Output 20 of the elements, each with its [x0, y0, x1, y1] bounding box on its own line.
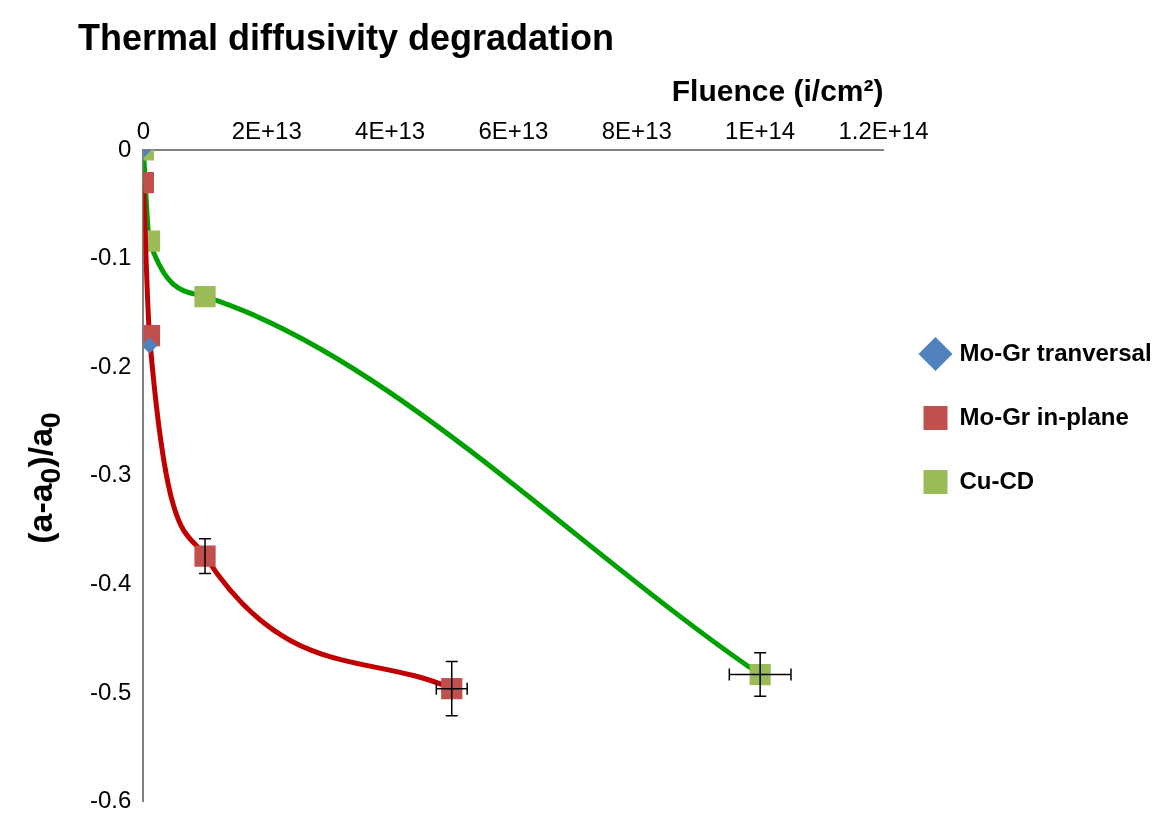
x-tick-label: 4E+13	[355, 117, 426, 145]
y-tick-label: -0.2	[90, 351, 132, 379]
chart-title: Thermal diffusivity degradation	[78, 16, 615, 58]
y-tick-label: -0.4	[90, 569, 132, 597]
y-tick-label: -0.6	[90, 786, 132, 814]
y-tick-label: -0.3	[90, 460, 132, 488]
x-tick-label: 1E+14	[725, 117, 796, 145]
y-tick-label: 0	[118, 134, 132, 162]
y-tick-label: -0.5	[90, 677, 132, 705]
x-tick-label: 2E+13	[231, 117, 302, 145]
legend-label: Mo-Gr tranversal	[959, 338, 1152, 366]
x-tick-label: 0	[136, 117, 151, 145]
x-tick-label: 8E+13	[601, 117, 672, 145]
x-axis-title: Fluence (i/cm²)	[671, 74, 884, 108]
x-tick-label: 6E+13	[478, 117, 549, 145]
y-tick-label: -0.1	[90, 243, 132, 271]
legend-label: Mo-Gr in-plane	[959, 402, 1129, 430]
legend-label: Cu-CD	[959, 466, 1035, 494]
x-tick-label: 1.2E+14	[838, 117, 929, 145]
point	[143, 337, 158, 354]
